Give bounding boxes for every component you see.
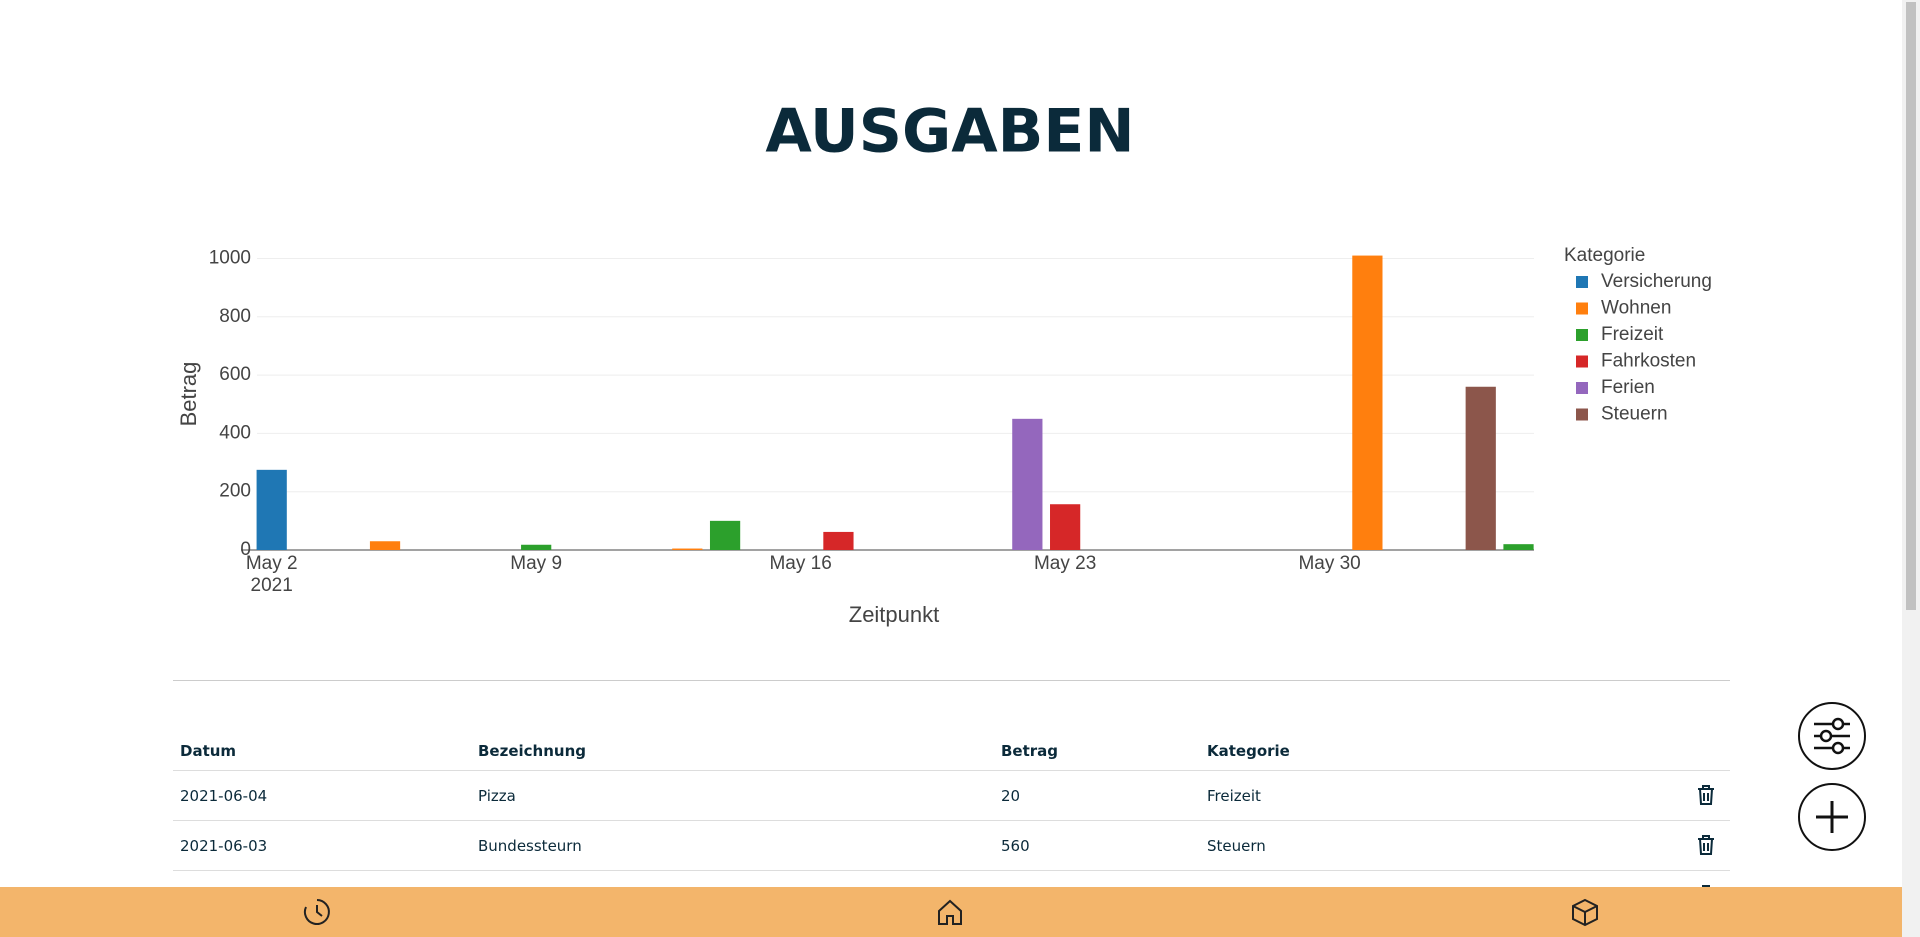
filter-button[interactable] xyxy=(1798,702,1866,770)
y-tick-label: 600 xyxy=(219,364,251,385)
column-header: Bezeichnung xyxy=(478,742,586,760)
bar xyxy=(1465,386,1496,550)
delete-icon[interactable] xyxy=(1697,785,1715,805)
y-axis-title: Betrag xyxy=(176,362,201,427)
bar xyxy=(823,531,854,550)
x-axis-title: Zeitpunkt xyxy=(849,602,940,627)
table-cell: 2021-06-04 xyxy=(180,786,268,805)
add-icon xyxy=(1816,801,1848,833)
column-header: Betrag xyxy=(1001,742,1059,760)
y-tick-label: 1000 xyxy=(209,248,251,269)
legend-swatch xyxy=(1576,276,1588,288)
legend-label: Fahrkosten xyxy=(1601,351,1696,372)
column-header: Kategorie xyxy=(1207,742,1290,760)
bar xyxy=(521,544,552,550)
legend-label: Ferien xyxy=(1601,377,1655,398)
legend-swatch xyxy=(1576,302,1588,315)
table-row: 2021-06-03 Bundessteurn 560 Steuern xyxy=(173,821,1730,871)
add-button[interactable] xyxy=(1798,783,1866,851)
filter-icon xyxy=(1814,717,1850,755)
bar xyxy=(256,469,287,550)
table-cell: 560 xyxy=(1001,836,1030,855)
table-row: 2021-06-04 Pizza 20 Freizeit xyxy=(173,771,1730,821)
x-tick-label: May 16 xyxy=(769,553,831,574)
page-title: AUSGABEN xyxy=(765,97,1134,167)
scroll-thumb[interactable] xyxy=(1906,2,1916,610)
legend-swatch xyxy=(1576,329,1588,341)
bar xyxy=(709,520,741,550)
home-icon[interactable] xyxy=(935,897,965,927)
legend-swatch xyxy=(1576,408,1588,421)
table-header: Datum Bezeichnung Betrag Kategorie xyxy=(173,730,1730,771)
legend-label: Wohnen xyxy=(1601,298,1671,319)
table-cell: Freizeit xyxy=(1207,786,1261,805)
table-cell: 20 xyxy=(1001,786,1021,805)
legend-swatch xyxy=(1576,382,1588,394)
bar xyxy=(1503,544,1534,550)
y-tick-label: 200 xyxy=(219,481,251,502)
x-tick-label: May 30 xyxy=(1298,553,1360,574)
footer-nav xyxy=(0,887,1902,937)
legend-label: Freizeit xyxy=(1601,324,1664,345)
bar xyxy=(672,548,703,550)
history-icon[interactable] xyxy=(302,897,332,927)
table-cell: 2021-06-03 xyxy=(180,836,268,855)
divider xyxy=(173,680,1730,681)
box-icon[interactable] xyxy=(1570,897,1600,927)
bar xyxy=(1050,504,1081,550)
x-tick-label: May 2 xyxy=(246,553,298,574)
bar xyxy=(369,541,401,550)
y-tick-label: 400 xyxy=(219,422,251,443)
bar xyxy=(1012,418,1043,550)
delete-icon[interactable] xyxy=(1697,835,1715,855)
bar xyxy=(1352,255,1383,550)
scrollbar[interactable] xyxy=(1902,0,1920,937)
y-tick-label: 800 xyxy=(219,306,251,327)
column-header: Datum xyxy=(180,742,237,760)
table-cell: Steuern xyxy=(1207,836,1266,855)
legend-swatch xyxy=(1576,355,1588,368)
legend-label: Steuern xyxy=(1601,404,1668,425)
table-cell: Pizza xyxy=(478,786,516,805)
legend-title: Kategorie xyxy=(1564,245,1645,266)
x-tick-label: May 9 xyxy=(510,553,562,574)
x-tick-label: May 23 xyxy=(1034,553,1096,574)
table-cell: Bundessteurn xyxy=(478,836,582,855)
x-tick-year: 2021 xyxy=(251,575,293,596)
legend-label: Versicherung xyxy=(1601,271,1712,292)
